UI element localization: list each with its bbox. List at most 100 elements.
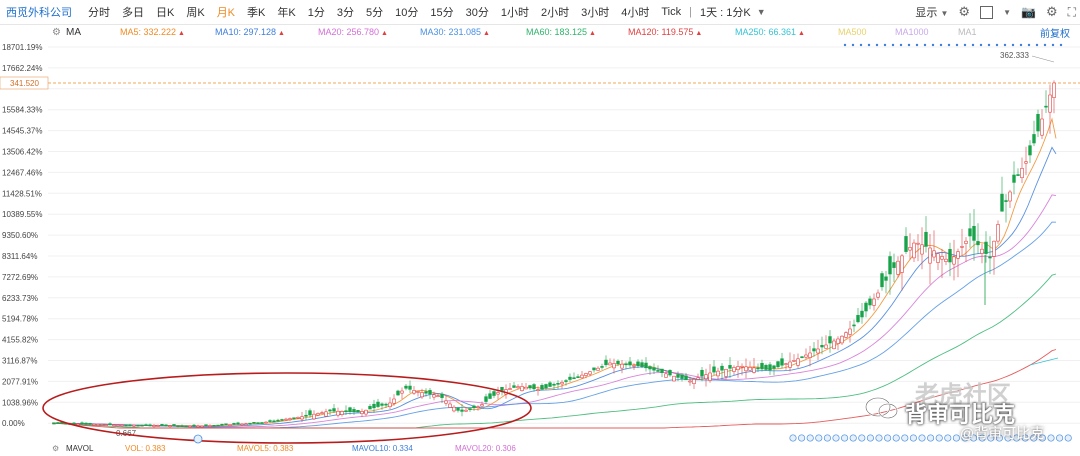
candle-body xyxy=(172,424,176,426)
period-2hour[interactable]: 2小时 xyxy=(540,7,570,19)
candle-body xyxy=(1040,118,1044,136)
event-marker xyxy=(952,434,960,442)
ma-label[interactable]: MA xyxy=(66,26,81,38)
y-axis-label: 7272.69% xyxy=(2,273,38,282)
candle-body xyxy=(416,391,420,393)
candle-body xyxy=(620,363,624,369)
period-yearly[interactable]: 年K xyxy=(277,7,296,19)
candle-body xyxy=(560,381,564,385)
gear-icon[interactable]: ⚙ xyxy=(1045,4,1058,19)
indicator-row: ⚙ MA MA5: 332.222 ▲ MA10: 297.128 ▲ MA20… xyxy=(0,24,1080,40)
candle-body xyxy=(1008,191,1012,202)
candle-body xyxy=(612,363,616,369)
candle-body xyxy=(1016,174,1020,176)
period-4hour[interactable]: 4小时 xyxy=(621,7,650,19)
dot-marker xyxy=(1019,43,1023,47)
event-marker xyxy=(970,434,978,442)
candle-body xyxy=(724,368,728,377)
layout-toggle-icon[interactable] xyxy=(980,5,994,19)
candle-body xyxy=(356,410,360,413)
candle-body xyxy=(668,370,672,376)
event-marker xyxy=(944,434,952,442)
period-tick[interactable]: Tick xyxy=(661,6,682,18)
period-1hour[interactable]: 1小时 xyxy=(500,7,529,19)
period-monthly[interactable]: 月K xyxy=(216,7,236,19)
candle-body xyxy=(220,423,224,426)
candle-body xyxy=(740,365,744,368)
dot-marker xyxy=(1011,43,1015,47)
candle-body xyxy=(660,368,664,373)
dot-marker xyxy=(1027,43,1031,47)
chevron-down-icon[interactable]: ▼ xyxy=(756,7,766,17)
candle-body xyxy=(912,242,916,259)
candle-body xyxy=(704,374,708,380)
period-3hour[interactable]: 3小时 xyxy=(581,7,610,19)
period-30min[interactable]: 30分 xyxy=(465,7,489,19)
event-marker xyxy=(823,434,831,442)
period-custom[interactable]: 1天 : 1分K xyxy=(699,7,751,19)
candle-body xyxy=(676,374,680,378)
candle-body xyxy=(296,416,300,419)
candle-body xyxy=(244,423,248,426)
display-dropdown[interactable]: 显示 ▼ xyxy=(915,4,948,20)
period-weekly[interactable]: 周K xyxy=(186,7,205,19)
candle-body xyxy=(124,424,128,427)
y-axis-label: 18701.19% xyxy=(2,43,42,52)
candle-body xyxy=(828,336,832,344)
candle-body xyxy=(340,411,344,415)
period-fenshi[interactable]: 分时 xyxy=(88,7,110,19)
candle-body xyxy=(964,240,968,244)
period-10min[interactable]: 10分 xyxy=(395,7,419,19)
period-multiday[interactable]: 多日 xyxy=(122,7,144,19)
dot-marker xyxy=(883,43,887,47)
event-marker xyxy=(193,434,203,444)
period-1min[interactable]: 1分 xyxy=(307,7,325,19)
fullscreen-icon[interactable]: ⛶ xyxy=(1067,4,1076,19)
period-daily[interactable]: 日K xyxy=(156,7,175,19)
candle-body xyxy=(264,421,268,424)
gear-icon[interactable]: ⚙ xyxy=(52,26,61,38)
candle-body xyxy=(648,366,652,370)
candle-body xyxy=(908,247,912,251)
candle-body xyxy=(108,423,112,426)
candle-body xyxy=(212,424,216,427)
dot-marker xyxy=(851,43,855,47)
candle-body xyxy=(1020,168,1024,179)
candle-body xyxy=(924,231,928,247)
candle-body xyxy=(268,420,272,422)
candle-body xyxy=(260,422,264,424)
dot-marker xyxy=(923,43,927,47)
candle-body xyxy=(948,249,952,263)
candle-body xyxy=(360,411,364,415)
candle-body xyxy=(976,241,980,246)
dot-marker xyxy=(899,43,903,47)
candle-body xyxy=(364,409,368,415)
settings-icon[interactable]: ⚙ xyxy=(958,4,971,19)
candle-body xyxy=(128,424,132,427)
candlestick-chart[interactable]: 18701.19% 17662.24% 15584.33% 14545.37% 1350… xyxy=(0,40,1080,444)
candle-body xyxy=(952,256,956,265)
candle-body xyxy=(1044,105,1048,108)
period-5min[interactable]: 5分 xyxy=(365,7,384,19)
y-axis-label: 0.00% xyxy=(2,419,25,428)
watermark: 老虎社区 背审可比克 @背审可比克 xyxy=(860,375,1070,441)
chevron-down-icon[interactable]: ▼ xyxy=(1003,7,1011,17)
stock-name[interactable]: 西觅外科公司 xyxy=(6,7,72,19)
y-axis-label: 10389.55% xyxy=(2,210,42,219)
period-3min[interactable]: 3分 xyxy=(336,7,354,19)
period-quarterly[interactable]: 季K xyxy=(247,7,266,19)
candle-body xyxy=(944,258,948,262)
mavol-label[interactable]: MAVOL xyxy=(66,444,94,453)
ma250-line xyxy=(1029,357,1059,366)
candle-body xyxy=(176,425,180,427)
camera-icon[interactable]: 📷 xyxy=(1020,5,1036,19)
candle-body xyxy=(472,405,476,409)
candle-body xyxy=(1024,161,1028,164)
candle-body xyxy=(564,380,568,382)
gear-icon[interactable]: ⚙ xyxy=(52,444,60,453)
dot-marker xyxy=(955,43,959,47)
period-15min[interactable]: 15分 xyxy=(430,7,454,19)
y-axis-label: 12467.46% xyxy=(2,168,42,177)
adjust-button[interactable]: 前复权 xyxy=(1040,28,1070,40)
event-marker xyxy=(875,434,883,442)
